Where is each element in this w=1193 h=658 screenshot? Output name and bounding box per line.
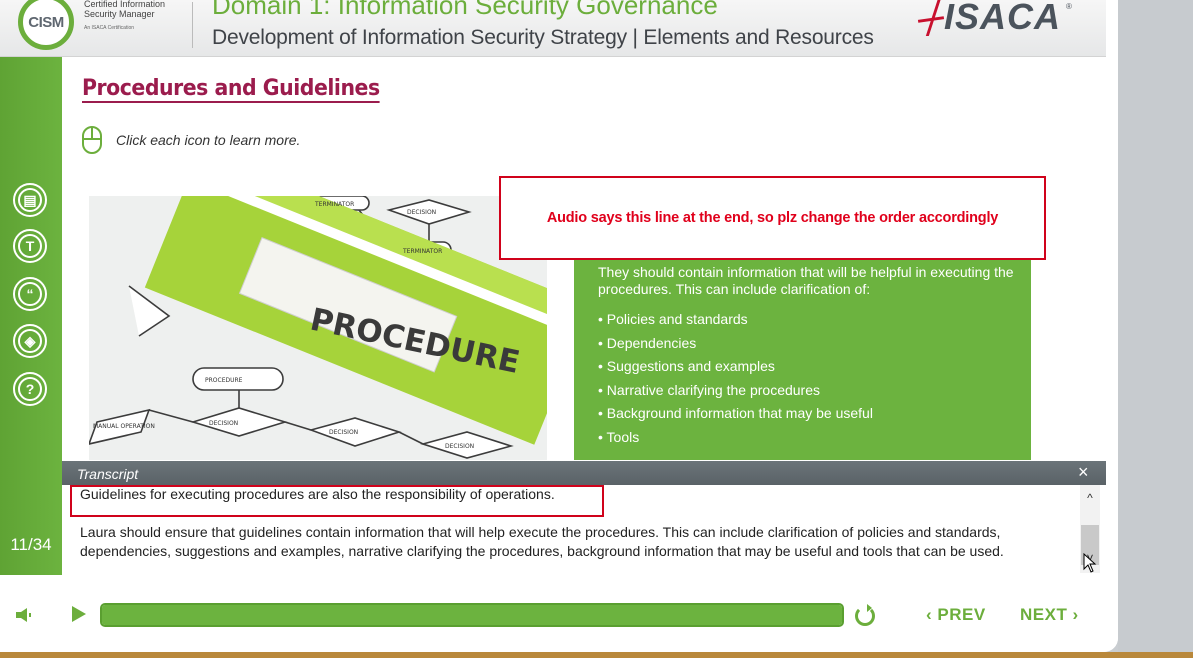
play-button[interactable] <box>72 606 86 622</box>
transcript-line-1: Guidelines for executing procedures are … <box>80 486 555 502</box>
transcript-panel: Transcript × Guidelines for executing pr… <box>62 461 1106 575</box>
instruction-text: Click each icon to learn more. <box>116 132 301 148</box>
tagline-line1: Certified Information <box>84 0 166 9</box>
cism-tagline: Certified Information Security Manager A… <box>84 0 184 31</box>
procedure-binder-photo: PROCEDURE PROCEDURE DECISION DECISION DE… <box>89 196 547 460</box>
tagline-line2: Security Manager <box>84 9 155 19</box>
mouse-pointer-icon <box>1083 553 1097 573</box>
info-item: Background information that may be usefu… <box>598 402 873 426</box>
glossary-icon-glyph: T <box>18 234 42 258</box>
page-counter: 11/34 <box>10 535 52 554</box>
flow-label-8: DECISION <box>407 209 436 216</box>
course-stage: CISM Certified Information Security Mana… <box>0 0 1118 652</box>
isaca-reg-mark: ® <box>1066 2 1072 11</box>
flow-label-7: TERMINATOR <box>402 248 442 255</box>
info-item: Policies and standards <box>598 308 873 332</box>
scroll-down-icon[interactable]: ˅ <box>1086 551 1094 565</box>
flow-label-2: DECISION <box>209 420 238 427</box>
page-subtitle: Development of Information Security Stra… <box>212 26 874 49</box>
isaca-logo-text: ISACA <box>944 0 1062 37</box>
volume-icon[interactable] <box>15 607 35 623</box>
instruction: Click each icon to learn more. <box>82 126 300 154</box>
help-icon-glyph: ? <box>18 377 42 401</box>
info-item: Narrative clarifying the procedures <box>598 379 873 403</box>
scroll-up-icon[interactable]: ^ <box>1087 491 1093 505</box>
mouse-icon <box>82 126 102 154</box>
info-item: Dependencies <box>598 332 873 356</box>
info-item: Suggestions and examples <box>598 355 873 379</box>
quote-icon[interactable]: “ <box>13 277 47 311</box>
header: CISM Certified Information Security Mana… <box>0 0 1106 57</box>
header-divider <box>192 2 193 48</box>
flow-label-1: PROCEDURE <box>205 377 243 384</box>
procedure-binder-illustration: PROCEDURE PROCEDURE DECISION DECISION DE… <box>89 196 547 460</box>
right-gutter <box>1118 0 1193 658</box>
domain-title: Domain 1: Information Security Governanc… <box>212 0 718 20</box>
layers-icon[interactable]: ◈ <box>13 324 47 358</box>
transcript-line-highlight <box>70 485 604 517</box>
flow-label-6: TERMINATOR <box>314 201 354 208</box>
info-list: Policies and standards Dependencies Sugg… <box>598 308 873 449</box>
isaca-logo: ISACA ® <box>917 0 1078 40</box>
page-title: Procedures and Guidelines <box>82 76 380 103</box>
player-controls: ‹ PREV NEXT › <box>0 575 1118 652</box>
review-annotation-text: Audio says this line at the end, so plz … <box>546 210 999 226</box>
transcript-title: Transcript <box>77 466 139 482</box>
resources-icon[interactable]: ▤ <box>13 183 47 217</box>
layers-icon-glyph: ◈ <box>18 329 42 353</box>
transcript-close-button[interactable]: × <box>1078 462 1089 482</box>
info-item: Tools <box>598 426 873 450</box>
next-button[interactable]: NEXT › <box>1020 605 1079 624</box>
transcript-body: Guidelines for executing procedures are … <box>62 485 1078 575</box>
cism-logo: CISM <box>18 0 74 50</box>
cism-logo-text: CISM <box>28 13 64 31</box>
info-intro: They should contain information that wil… <box>598 264 1014 297</box>
prev-button[interactable]: ‹ PREV <box>926 605 986 624</box>
transcript-titlebar: Transcript × <box>62 461 1106 485</box>
progress-bar[interactable] <box>100 603 844 627</box>
replay-icon[interactable] <box>855 604 875 626</box>
transcript-line-2: Laura should ensure that guidelines cont… <box>80 524 1004 559</box>
tagline-small: An ISACA Certification <box>84 25 135 31</box>
flow-label-3: DECISION <box>329 429 358 436</box>
review-annotation-box: Audio says this line at the end, so plz … <box>499 176 1046 260</box>
flow-label-4: DECISION <box>445 443 474 450</box>
quote-icon-glyph: “ <box>18 282 42 306</box>
help-icon[interactable]: ? <box>13 372 47 406</box>
resources-icon-glyph: ▤ <box>18 188 42 212</box>
sidebar: ▤ T “ ◈ ? 11/34 <box>0 57 62 575</box>
bottom-strip <box>0 652 1193 658</box>
progress-fill <box>102 605 842 625</box>
flow-label-5: MANUAL OPERATION <box>93 423 155 430</box>
glossary-icon[interactable]: T <box>13 229 47 263</box>
